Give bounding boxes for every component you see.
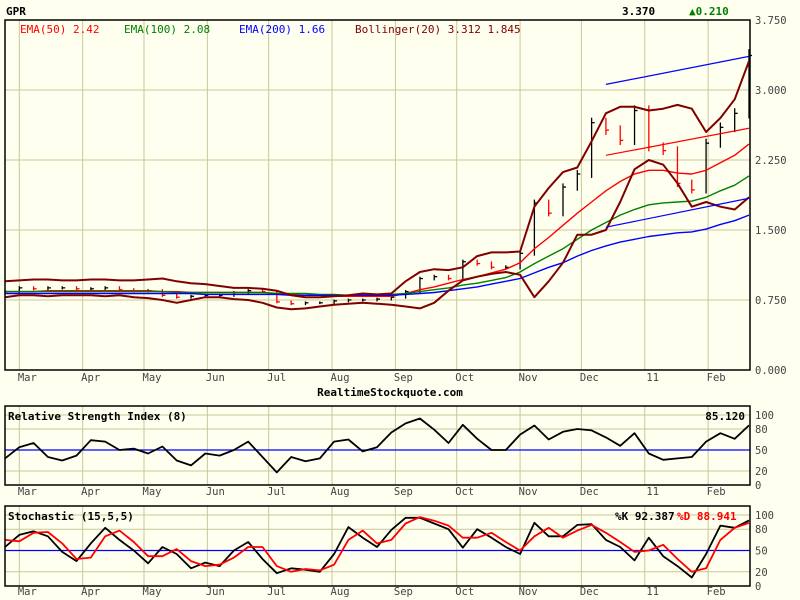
rsi-month-label: Nov: [519, 486, 538, 498]
rsi-y-tick-label: 0: [755, 480, 761, 492]
rsi-y-tick-label: 50: [755, 445, 768, 457]
price-month-label: May: [143, 372, 162, 384]
rsi-month-label: Jun: [206, 486, 225, 498]
price-month-label: Apr: [81, 372, 100, 384]
rsi-month-label: Oct: [455, 486, 474, 498]
stochastic-month-label: Sep: [394, 586, 413, 598]
price-panel-frame: [4, 19, 751, 371]
stochastic-k-value: %K 92.387: [615, 510, 675, 523]
price-month-label: Jun: [206, 372, 225, 384]
trendline: [605, 197, 750, 228]
stochastic-month-label: Jun: [206, 586, 225, 598]
stochastic-month-label: May: [143, 586, 162, 598]
rsi-y-tick-label: 80: [755, 424, 768, 436]
rsi-month-label: Jul: [267, 486, 286, 498]
price-change: ▲0.210: [689, 5, 729, 18]
rsi-month-label: Dec: [580, 486, 599, 498]
price-y-tick-label: 0.750: [755, 295, 787, 307]
stochastic-title: Stochastic (15,5,5): [8, 510, 134, 523]
rsi-y-tick-label: 20: [755, 466, 768, 478]
stochastic-month-label: Mar: [18, 586, 37, 598]
stochastic-month-label: Nov: [519, 586, 538, 598]
watermark: RealtimeStockquote.com: [317, 386, 463, 399]
price-month-label: Oct: [455, 372, 474, 384]
rsi-month-label: 11: [646, 486, 659, 498]
trendline: [605, 55, 750, 85]
stochastic-month-label: Dec: [580, 586, 599, 598]
legend-ema50: EMA(50) 2.42: [20, 23, 99, 36]
price-month-label: 11: [646, 372, 659, 384]
rsi-month-label: Sep: [394, 486, 413, 498]
symbol-label: GPR: [6, 5, 26, 18]
rsi-month-label: May: [143, 486, 162, 498]
stochastic-y-tick-label: 20: [755, 567, 768, 579]
bollinger-20-upper-line: [4, 60, 750, 299]
ema-50-line: [5, 143, 750, 297]
price-month-label: Aug: [331, 372, 350, 384]
price-month-label: Feb: [707, 372, 726, 384]
trendline: [605, 127, 750, 156]
stochastic-month-label: Apr: [81, 586, 100, 598]
rsi-month-label: Feb: [707, 486, 726, 498]
price-y-tick-label: 2.250: [755, 155, 787, 167]
rsi-value: 85.120: [705, 410, 745, 423]
stochastic-d-line: [4, 516, 750, 573]
price-month-label: Sep: [394, 372, 413, 384]
stochastic-month-label: Feb: [707, 586, 726, 598]
price-y-tick-label: 1.500: [755, 225, 787, 237]
price-y-tick-label: 3.750: [755, 15, 787, 27]
rsi-month-label: Apr: [81, 486, 100, 498]
stochastic-month-label: Aug: [331, 586, 350, 598]
stochastic-panel-frame: [4, 505, 751, 587]
stochastic-y-tick-label: 0: [755, 581, 761, 593]
rsi-title: Relative Strength Index (8): [8, 410, 187, 423]
price-month-label: Mar: [18, 372, 37, 384]
stochastic-month-label: 11: [646, 586, 659, 598]
stochastic-month-label: Oct: [455, 586, 474, 598]
legend-ema100: EMA(100) 2.08: [124, 23, 210, 36]
last-price: 3.370: [622, 5, 655, 18]
legend-ema200: EMA(200) 1.66: [239, 23, 325, 36]
legend-bollinger: Bollinger(20) 3.312 1.845: [355, 23, 521, 36]
rsi-value-line: [4, 417, 750, 474]
stochastic-d-value: %D 88.941: [677, 510, 737, 523]
stochastic-k-line: [4, 516, 750, 579]
price-month-label: Jul: [267, 372, 286, 384]
stochastic-y-tick-label: 100: [755, 510, 774, 522]
price-month-label: Nov: [519, 372, 538, 384]
bollinger-20-lower-line: [4, 159, 750, 311]
price-y-tick-label: 0.000: [755, 365, 787, 377]
rsi-month-label: Aug: [331, 486, 350, 498]
stochastic-y-tick-label: 50: [755, 546, 768, 558]
rsi-panel-frame: [4, 405, 751, 486]
price-y-tick-label: 3.000: [755, 85, 787, 97]
stochastic-month-label: Jul: [267, 586, 286, 598]
price-month-label: Dec: [580, 372, 599, 384]
stochastic-y-tick-label: 80: [755, 524, 768, 536]
price-panel-bg: [5, 20, 750, 370]
rsi-y-tick-label: 100: [755, 410, 774, 422]
rsi-month-label: Mar: [18, 486, 37, 498]
